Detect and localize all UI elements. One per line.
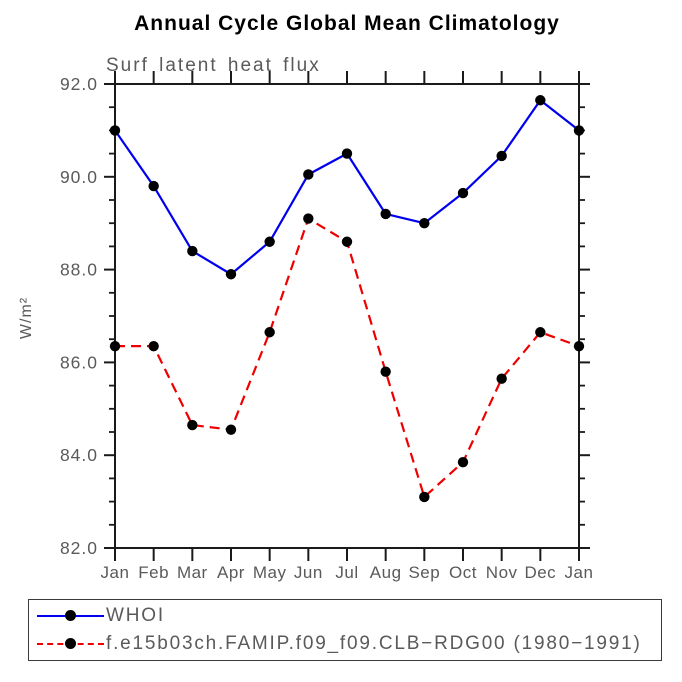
x-tick-label: Jul [335, 563, 358, 582]
legend-marker-dot-icon [65, 609, 76, 621]
x-tick-label: Jan [101, 563, 130, 582]
y-tick-label: 86.0 [60, 352, 98, 372]
data-point-model [573, 340, 585, 352]
y-tick-label: 84.0 [60, 445, 98, 465]
x-tick-label: Feb [138, 563, 169, 582]
legend-label-whoi: WHOI [106, 604, 165, 626]
data-point-whoi [109, 125, 121, 136]
chart-title: Annual Cycle Global Mean Climatology [134, 12, 560, 35]
legend-label-model: f.e15b03ch.FAMIP.f09_f09.CLB−RDG00 (1980… [106, 633, 642, 655]
x-tick-label: Mar [177, 563, 208, 582]
data-point-whoi [341, 148, 353, 159]
x-tick-label: Jun [294, 563, 323, 582]
data-point-whoi [187, 245, 198, 257]
data-point-whoi [419, 218, 430, 229]
data-point-model [109, 340, 121, 352]
x-tick-label: Dec [524, 563, 556, 582]
data-point-whoi [457, 187, 469, 199]
data-point-whoi [535, 95, 546, 106]
data-point-model [264, 327, 275, 338]
legend-entry-whoi: WHOI [29, 603, 661, 629]
data-point-model [496, 373, 507, 384]
data-point-model [380, 366, 391, 377]
x-tick-label: May [253, 563, 287, 582]
data-point-whoi [148, 180, 159, 192]
legend-entry-model: f.e15b03ch.FAMIP.f09_f09.CLB−RDG00 (1980… [29, 631, 661, 657]
data-point-model [225, 424, 237, 435]
data-point-whoi [573, 125, 585, 136]
data-point-model [457, 456, 469, 468]
x-tick-label: Oct [449, 563, 477, 582]
y-tick-label: 92.0 [60, 74, 98, 94]
data-point-model [303, 213, 314, 224]
data-point-whoi [380, 208, 391, 220]
data-point-whoi [225, 269, 237, 280]
data-point-whoi [303, 169, 314, 180]
series-line-whoi [114, 98, 580, 276]
y-tick-label: 90.0 [60, 167, 98, 187]
x-tick-label: Aug [370, 563, 402, 582]
series-line-model [115, 216, 580, 499]
data-point-model [341, 236, 353, 247]
data-point-model [148, 340, 159, 352]
legend-marker-dot-icon [65, 638, 76, 650]
x-tick-label: Nov [486, 563, 518, 582]
x-tick-label: Sep [408, 563, 440, 582]
chart-subtitle: Surf latent heat flux [106, 55, 321, 76]
data-point-whoi [496, 150, 507, 162]
x-tick-label: Apr [217, 563, 245, 582]
y-tick-label: 88.0 [60, 260, 98, 280]
data-point-whoi [264, 236, 275, 247]
legend-box: WHOI f.e15b03ch.FAMIP.f09_f09.CLB−RDG00 … [28, 599, 662, 661]
data-point-model [535, 327, 546, 338]
y-tick-label: 82.0 [60, 538, 98, 558]
data-point-model [187, 419, 198, 431]
x-tick-label: Jan [565, 563, 594, 582]
data-point-model [419, 491, 430, 503]
